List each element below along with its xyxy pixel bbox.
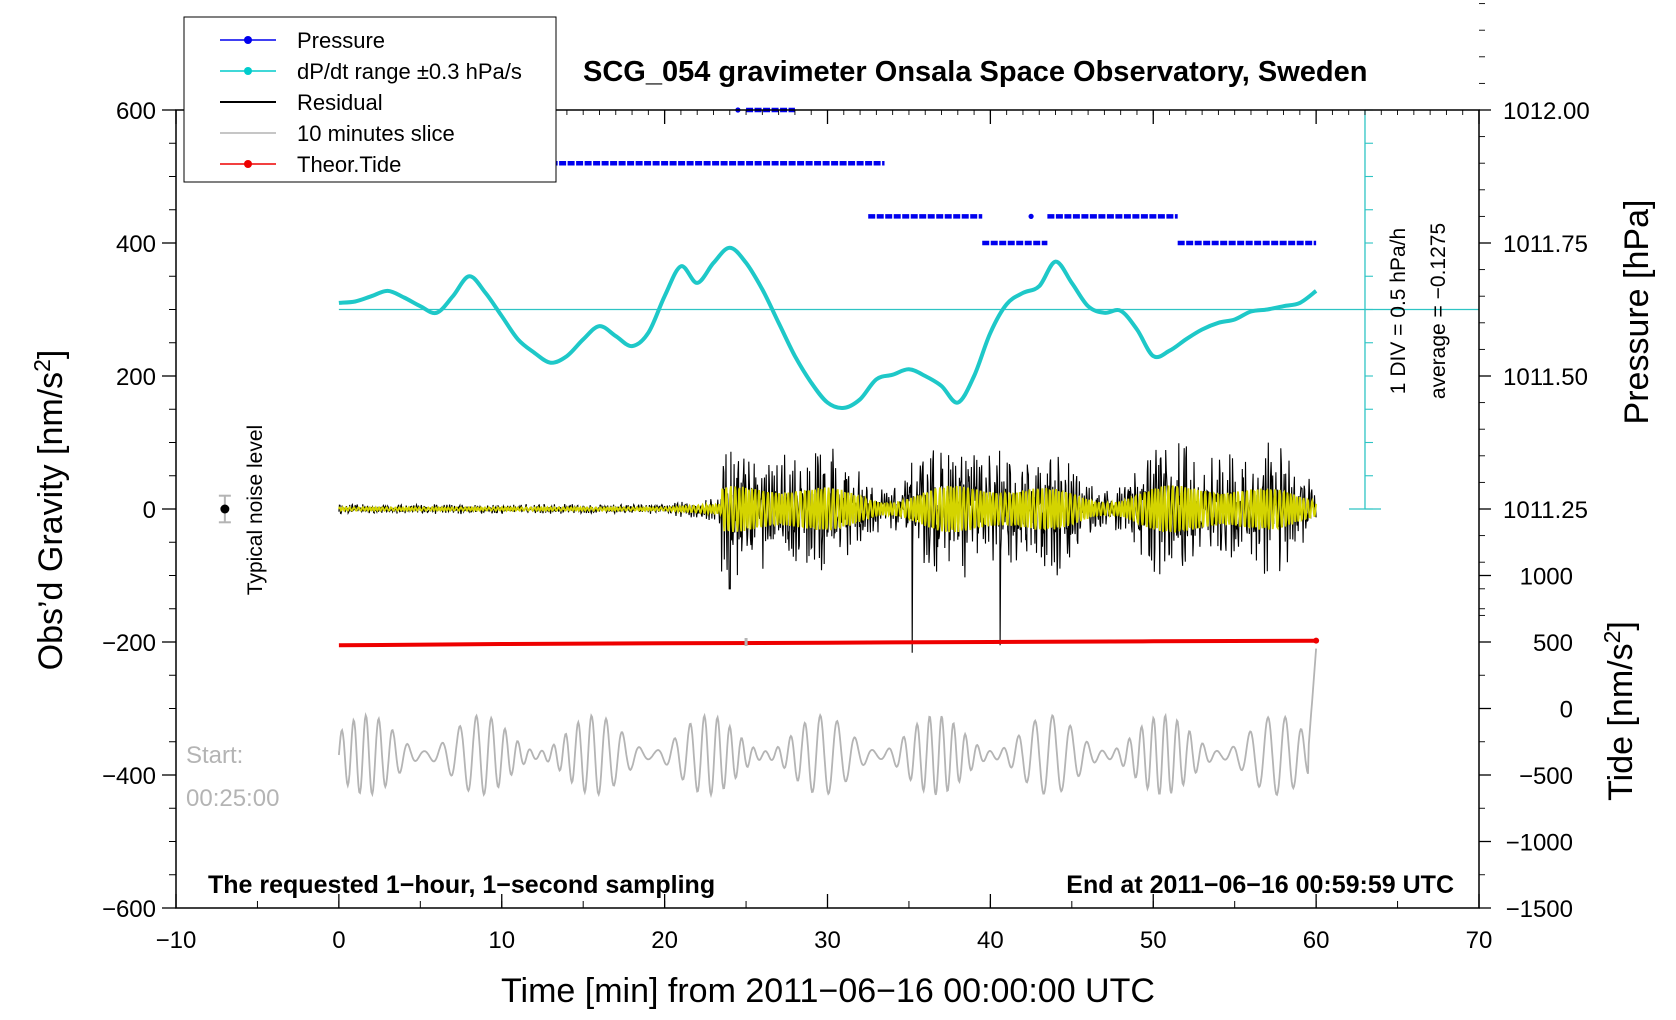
legend-label: 10 minutes slice bbox=[297, 121, 455, 146]
x-tick-label: −10 bbox=[156, 927, 197, 954]
pressure-point bbox=[1028, 213, 1034, 219]
legend-swatch-marker bbox=[244, 160, 252, 168]
tide-tick-label: −500 bbox=[1519, 763, 1573, 790]
legend-label: dP/dt range ±0.3 hPa/s bbox=[297, 59, 522, 84]
y-tick-label: 0 bbox=[143, 497, 156, 524]
legend-swatch-marker bbox=[244, 36, 252, 44]
y-tick-label: 400 bbox=[116, 231, 156, 258]
pressure-tick-label: 1011.75 bbox=[1503, 231, 1588, 258]
noise-marker-point bbox=[220, 504, 230, 514]
legend-swatch-marker bbox=[244, 67, 252, 75]
y-axis-title-pressure: Pressure [hPa] bbox=[1618, 200, 1656, 425]
tide-tick-label: −1500 bbox=[1506, 896, 1573, 923]
x-tick-label: 70 bbox=[1466, 927, 1493, 954]
tick-layer: −10 0 10 20 30 40 50 60 70 −600 −400 −200 0 200 400 600… bbox=[102, 3, 1590, 954]
y-tick-label: −400 bbox=[102, 763, 156, 790]
pressure-tick-label: 1011.25 bbox=[1503, 497, 1588, 524]
tide-tick-label: −1000 bbox=[1506, 830, 1573, 857]
noise-level-label: Typical noise level bbox=[244, 425, 267, 595]
y-tick-label: −600 bbox=[102, 896, 156, 923]
slice-curve bbox=[338, 648, 1317, 799]
start-time: 00:25:00 bbox=[186, 785, 279, 812]
series-layer bbox=[218, 107, 1479, 799]
legend: Pressure dP/dt range ±0.3 hPa/s Residual 10… bbox=[183, 16, 557, 183]
tide-tick-label: 1000 bbox=[1520, 564, 1573, 591]
theor-tide-end-point bbox=[1313, 637, 1320, 644]
pressure-tick-label: 1011.50 bbox=[1503, 364, 1588, 391]
residual-filtered-line bbox=[338, 485, 1317, 533]
legend-box bbox=[183, 16, 557, 183]
x-tick-label: 0 bbox=[332, 927, 345, 954]
x-tick-label: 20 bbox=[651, 927, 678, 954]
x-axis-title: Time [min] from 2011−06−16 00:00:00 UTC bbox=[501, 972, 1155, 1010]
sampling-note: The requested 1−hour, 1−second sampling bbox=[208, 871, 715, 899]
dpdt-average-note: average = −0.1275 bbox=[1427, 223, 1450, 399]
x-tick-label: 10 bbox=[488, 927, 515, 954]
start-label: Start: bbox=[186, 742, 243, 769]
y-tick-label: 200 bbox=[116, 364, 156, 391]
chart-title: SCG_054 gravimeter Onsala Space Observat… bbox=[583, 56, 1367, 88]
y-axis-title-tide: Tide [nm/s2] bbox=[1599, 621, 1640, 801]
legend-label: Pressure bbox=[297, 28, 385, 53]
x-tick-label: 60 bbox=[1303, 927, 1330, 954]
dpdt-curve bbox=[338, 245, 1318, 411]
legend-label: Residual bbox=[297, 90, 383, 115]
theor-tide-line bbox=[338, 638, 1317, 648]
y-tick-label: −200 bbox=[102, 630, 156, 657]
x-tick-label: 40 bbox=[977, 927, 1004, 954]
x-tick-label: 50 bbox=[1140, 927, 1167, 954]
x-tick-label: 30 bbox=[814, 927, 841, 954]
tide-tick-label: 500 bbox=[1533, 630, 1573, 657]
legend-items: Pressure dP/dt range ±0.3 hPa/s Residual 10… bbox=[220, 28, 522, 177]
legend-label: Theor.Tide bbox=[297, 152, 401, 177]
y-axis-title-gravity: Obs’d Gravity [nm/s2] bbox=[29, 350, 70, 671]
y-tick-label: 600 bbox=[116, 98, 156, 125]
dpdt-scale-note: 1 DIV = 0.5 hPa/h bbox=[1387, 228, 1410, 394]
end-time-note: End at 2011−06−16 00:59:59 UTC bbox=[1066, 871, 1454, 899]
pressure-tick-label: 1012.00 bbox=[1503, 98, 1590, 125]
tide-tick-label: 0 bbox=[1560, 697, 1573, 724]
